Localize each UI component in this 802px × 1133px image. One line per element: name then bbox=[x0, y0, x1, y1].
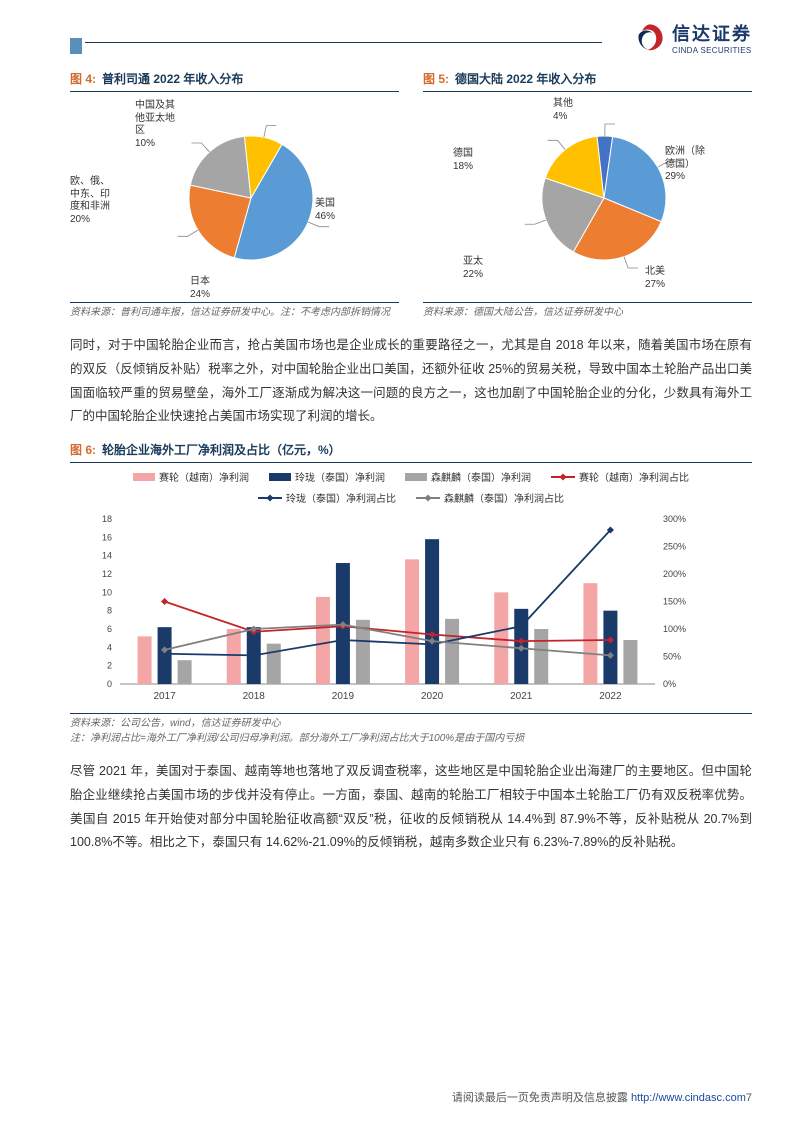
paragraph-2: 尽管 2021 年，美国对于泰国、越南等地也落地了双反调查税率，这些地区是中国轮… bbox=[70, 760, 752, 855]
svg-text:6: 6 bbox=[107, 624, 112, 634]
pie-slice-label: 美国46% bbox=[315, 198, 335, 223]
brand-name-en: CINDA SECURITIES bbox=[672, 46, 752, 55]
svg-text:0: 0 bbox=[107, 679, 112, 689]
svg-text:16: 16 bbox=[102, 532, 112, 542]
fig4-src-rule bbox=[70, 302, 399, 303]
svg-text:250%: 250% bbox=[663, 542, 686, 552]
svg-text:12: 12 bbox=[102, 569, 112, 579]
fig6-src-rule bbox=[70, 713, 752, 714]
pie-charts-row: 图 4: 普利司通 2022 年收入分布 美国46% 日本24% 欧、俄、中东、印度和… bbox=[70, 70, 752, 320]
svg-text:2018: 2018 bbox=[243, 691, 266, 702]
svg-text:14: 14 bbox=[102, 551, 112, 561]
fig6-note: 注：净利润占比=海外工厂净利润/公司归母净利润。部分海外工厂净利润占比大于100… bbox=[70, 731, 752, 746]
svg-text:8: 8 bbox=[107, 606, 112, 616]
fig6-source: 资料来源：公司公告，wind，信达证券研发中心 bbox=[70, 716, 752, 731]
svg-text:4: 4 bbox=[107, 642, 112, 652]
pie-slice-label: 中国及其他亚太地区10% bbox=[135, 100, 175, 150]
svg-text:2022: 2022 bbox=[599, 691, 622, 702]
svg-text:2019: 2019 bbox=[332, 691, 355, 702]
footer-page: 7 bbox=[746, 1092, 752, 1104]
fig5-num: 图 5: bbox=[423, 72, 449, 86]
legend-item: 森麒麟（泰国）净利润占比 bbox=[416, 490, 564, 505]
legend-item: 森麒麟（泰国）净利润 bbox=[405, 469, 531, 484]
legend-item: 赛轮（越南）净利润占比 bbox=[551, 469, 689, 484]
fig5-src-rule bbox=[423, 302, 752, 303]
legend-item: 玲珑（泰国）净利润占比 bbox=[258, 490, 396, 505]
chart-4: 图 4: 普利司通 2022 年收入分布 美国46% 日本24% 欧、俄、中东、印度和… bbox=[70, 70, 399, 320]
fig4-source: 资料来源：普利司通年报，信达证券研发中心。注：不考虑内部拆销情况 bbox=[70, 305, 399, 320]
header-rule bbox=[85, 42, 602, 43]
svg-text:18: 18 bbox=[102, 514, 112, 524]
fig4-title: 普利司通 2022 年收入分布 bbox=[102, 72, 243, 86]
fig6-plot: 0 2 4 6 8 10 12 14 16 18 0% 50% 100% 150% 200% 250% 300%… bbox=[70, 509, 710, 709]
fig5-source: 资料来源：德国大陆公告，信达证券研发中心 bbox=[423, 305, 752, 320]
fig5-rule bbox=[423, 91, 752, 92]
pie-slice-label: 北美27% bbox=[645, 266, 665, 291]
fig4-pie: 美国46% 日本24% 欧、俄、中东、印度和非洲20% 中国及其他亚太地区10% bbox=[70, 98, 399, 298]
fig5-title: 德国大陆 2022 年收入分布 bbox=[455, 72, 596, 86]
svg-text:100%: 100% bbox=[663, 624, 686, 634]
svg-text:200%: 200% bbox=[663, 569, 686, 579]
chart-6: 图 6:轮胎企业海外工厂净利润及占比（亿元，%） 赛轮（越南）净利润玲珑（泰国）… bbox=[70, 441, 752, 746]
svg-text:2021: 2021 bbox=[510, 691, 533, 702]
svg-text:2: 2 bbox=[107, 661, 112, 671]
svg-text:10: 10 bbox=[102, 587, 112, 597]
svg-text:150%: 150% bbox=[663, 597, 686, 607]
footer-link[interactable]: http://www.cindasc.com bbox=[631, 1092, 746, 1104]
legend-item: 玲珑（泰国）净利润 bbox=[269, 469, 385, 484]
svg-text:50%: 50% bbox=[663, 652, 681, 662]
brand-name-cn: 信达证券 bbox=[672, 20, 752, 46]
footer-text: 请阅读最后一页免责声明及信息披露 bbox=[452, 1092, 631, 1104]
fig6-rule bbox=[70, 462, 752, 463]
paragraph-1: 同时，对于中国轮胎企业而言，抢占美国市场也是企业成长的重要路径之一，尤其是自 2… bbox=[70, 334, 752, 429]
svg-text:0%: 0% bbox=[663, 679, 676, 689]
header-accent bbox=[70, 38, 82, 54]
fig5-pie: 欧洲（除德国）29% 北美27% 亚太22% 德国18% 其他4% bbox=[423, 98, 752, 298]
fig6-title: 轮胎企业海外工厂净利润及占比（亿元，%） bbox=[102, 443, 341, 457]
fig4-num: 图 4: bbox=[70, 72, 96, 86]
legend-item: 赛轮（越南）净利润 bbox=[133, 469, 249, 484]
fig4-rule bbox=[70, 91, 399, 92]
chart-5: 图 5: 德国大陆 2022 年收入分布 欧洲（除德国）29% 北美27% 亚太22%… bbox=[423, 70, 752, 320]
svg-text:300%: 300% bbox=[663, 514, 686, 524]
pie-slice-label: 亚太22% bbox=[463, 256, 483, 281]
fig6-legend: 赛轮（越南）净利润 玲珑（泰国）净利润 森麒麟（泰国）净利润 赛轮（越南）净利润占比玲… bbox=[70, 469, 752, 505]
brand-logo: 信达证券 CINDA SECURITIES bbox=[632, 20, 752, 55]
svg-text:2017: 2017 bbox=[153, 691, 176, 702]
pie-slice-label: 日本24% bbox=[190, 276, 210, 301]
page-footer: 请阅读最后一页免责声明及信息披露 http://www.cindasc.com7 bbox=[452, 1089, 752, 1105]
svg-text:2020: 2020 bbox=[421, 691, 444, 702]
logo-swirl-icon bbox=[632, 21, 666, 55]
pie-slice-label: 欧、俄、中东、印度和非洲20% bbox=[70, 176, 110, 226]
fig6-num: 图 6: bbox=[70, 443, 96, 457]
pie-slice-label: 欧洲（除德国）29% bbox=[665, 146, 705, 184]
pie-slice-label: 德国18% bbox=[453, 148, 473, 173]
pie-slice-label: 其他4% bbox=[553, 98, 573, 123]
